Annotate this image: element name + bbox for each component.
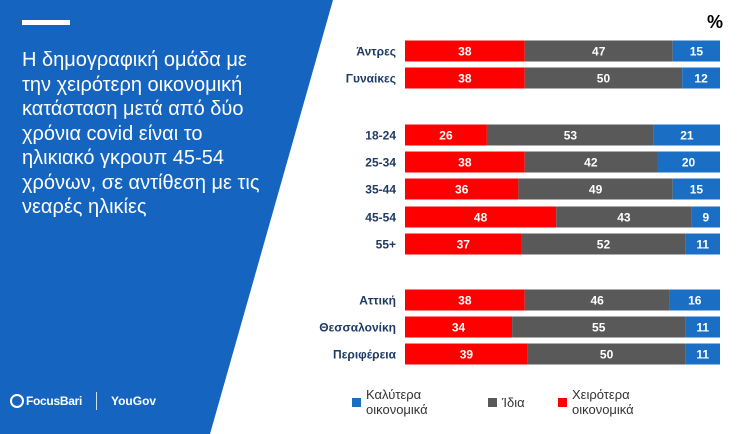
bar-segment-worse bbox=[405, 343, 528, 365]
legend-label-same: Ίδια bbox=[502, 394, 525, 410]
logo-row: FocusBari YouGov bbox=[10, 390, 156, 412]
headline-text: Η δημογραφική ομάδα με την χειρότερη οικ… bbox=[22, 49, 260, 218]
category-label: 18-24 bbox=[365, 129, 396, 143]
bar-value-label-better: 20 bbox=[682, 156, 696, 170]
bar-value-label-better: 11 bbox=[696, 321, 709, 335]
panel-background bbox=[0, 0, 333, 434]
category-label: Περιφέρεια bbox=[333, 348, 397, 362]
category-label: Θεσσαλονίκη bbox=[319, 321, 396, 335]
category-label: 35-44 bbox=[365, 183, 396, 197]
bar-segment-same bbox=[524, 289, 670, 311]
legend-item-same: Ίδια bbox=[488, 382, 525, 422]
bar-segment-better bbox=[672, 40, 720, 62]
bar-value-label-same: 43 bbox=[617, 211, 631, 225]
bar-value-label-better: 11 bbox=[696, 238, 709, 252]
logo-divider bbox=[95, 392, 97, 410]
bar-value-label-worse: 38 bbox=[458, 45, 472, 59]
bar-segment-same bbox=[524, 67, 683, 89]
bar-value-label-same: 50 bbox=[600, 348, 614, 362]
bar-segment-worse bbox=[405, 124, 487, 146]
bar-segment-better bbox=[669, 289, 720, 311]
bar-value-label-same: 46 bbox=[590, 294, 604, 308]
bar-segment-better bbox=[691, 206, 720, 228]
percent-unit-label: % bbox=[707, 12, 724, 32]
category-label: Άντρες bbox=[356, 45, 396, 59]
bar-value-label-worse: 38 bbox=[458, 156, 472, 170]
bar-segment-better bbox=[685, 343, 720, 365]
category-label: 55+ bbox=[376, 238, 396, 252]
bar-value-label-worse: 48 bbox=[474, 211, 488, 225]
category-label: 45-54 bbox=[365, 211, 396, 225]
focusbari-logo-icon bbox=[10, 394, 24, 408]
bar-segment-worse bbox=[405, 40, 525, 62]
bar-value-label-same: 42 bbox=[584, 156, 598, 170]
bar-value-label-worse: 34 bbox=[452, 321, 466, 335]
category-label: Γυναίκες bbox=[346, 72, 396, 86]
legend-swatch-worse bbox=[558, 397, 567, 407]
bar-segment-better bbox=[685, 233, 720, 255]
bar-segment-same bbox=[527, 343, 686, 365]
bar-value-label-better: 9 bbox=[702, 211, 709, 225]
bar-segment-worse bbox=[405, 206, 557, 228]
bar-value-label-better: 15 bbox=[690, 183, 704, 197]
bar-segment-worse bbox=[405, 316, 513, 338]
bar-segment-same bbox=[518, 178, 673, 200]
bar-segment-better bbox=[672, 178, 720, 200]
category-label: 25-34 bbox=[365, 156, 396, 170]
bar-value-label-worse: 37 bbox=[457, 238, 471, 252]
bar-segment-same bbox=[486, 124, 654, 146]
bar-segment-worse bbox=[405, 178, 519, 200]
bar-value-label-better: 11 bbox=[696, 348, 709, 362]
bar-value-label-same: 49 bbox=[589, 183, 603, 197]
bar-value-label-worse: 39 bbox=[460, 348, 474, 362]
bar-segment-worse bbox=[405, 233, 522, 255]
bar-value-label-same: 53 bbox=[564, 129, 578, 143]
bar-segment-better bbox=[685, 316, 720, 338]
legend-item-worse: Χειρότερα οικονομικά bbox=[558, 382, 660, 422]
bar-value-label-better: 12 bbox=[694, 72, 708, 86]
bar-segment-same bbox=[524, 151, 657, 173]
bar-segment-worse bbox=[405, 151, 525, 173]
yougov-logo: YouGov bbox=[110, 394, 157, 408]
bar-value-label-same: 47 bbox=[592, 45, 606, 59]
bar-segment-same bbox=[524, 40, 673, 62]
bar-segment-better bbox=[657, 151, 720, 173]
focusbari-logo: FocusBari bbox=[26, 394, 82, 408]
bar-value-label-worse: 26 bbox=[439, 129, 453, 143]
legend-label-worse: Χειρότερα οικονομικά bbox=[572, 387, 634, 417]
bar-value-label-same: 50 bbox=[597, 72, 611, 86]
legend-item-better: Καλύτερα οικονομικά bbox=[352, 382, 458, 422]
bar-value-label-better: 16 bbox=[688, 294, 702, 308]
bar-segment-better bbox=[653, 124, 720, 146]
bar-segment-worse bbox=[405, 67, 525, 89]
bar-segment-better bbox=[682, 67, 720, 89]
bar-value-label-same: 52 bbox=[597, 238, 611, 252]
bar-value-label-worse: 36 bbox=[455, 183, 469, 197]
bar-segment-same bbox=[512, 316, 686, 338]
category-label: Αττική bbox=[359, 294, 396, 308]
bar-segment-same bbox=[556, 206, 692, 228]
bar-segment-same bbox=[521, 233, 686, 255]
legend-swatch-same bbox=[488, 397, 497, 407]
bar-segment-worse bbox=[405, 289, 525, 311]
headline-panel: Η δημογραφική ομάδα με την χειρότερη οικ… bbox=[0, 0, 340, 434]
headline-accent-bar bbox=[22, 20, 70, 25]
legend-swatch-better bbox=[352, 397, 361, 407]
bar-value-label-better: 15 bbox=[690, 45, 704, 59]
bar-value-label-better: 21 bbox=[680, 129, 694, 143]
legend-label-better: Καλύτερα οικονομικά bbox=[366, 387, 428, 417]
bar-value-label-worse: 38 bbox=[458, 72, 472, 86]
bar-value-label-worse: 38 bbox=[458, 294, 472, 308]
bar-value-label-same: 55 bbox=[592, 321, 606, 335]
